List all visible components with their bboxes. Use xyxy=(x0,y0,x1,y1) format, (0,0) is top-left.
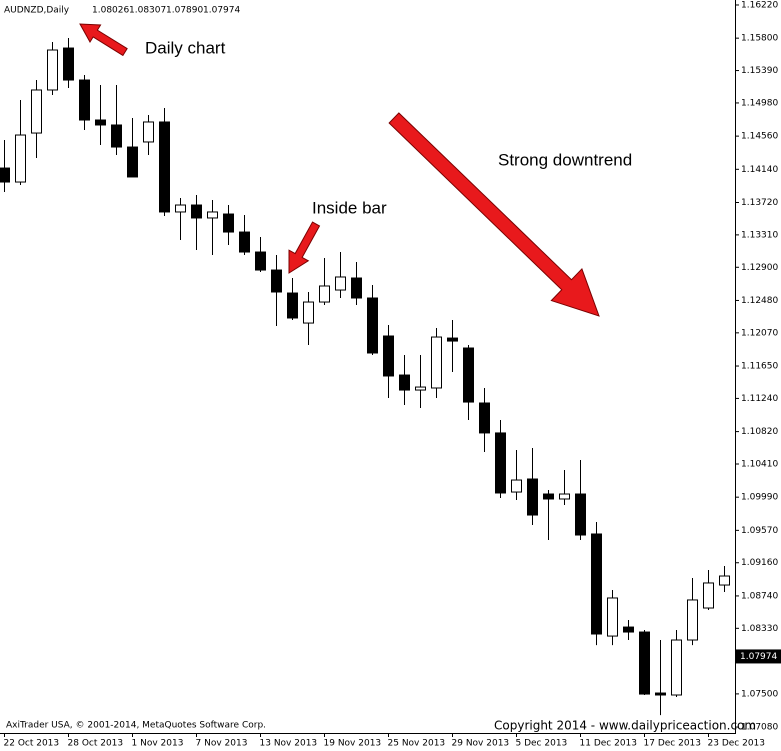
bearish-body xyxy=(495,432,506,494)
arrow xyxy=(388,112,600,317)
y-tick-label: 1.14560 xyxy=(741,132,778,142)
bullish-body xyxy=(687,599,698,641)
header-value: 1.07890 xyxy=(166,6,203,16)
y-tick-label: 1.12900 xyxy=(741,263,778,273)
bearish-body xyxy=(575,493,586,536)
x-tick-label: 1 Nov 2013 xyxy=(132,739,184,749)
bearish-body xyxy=(287,292,298,319)
bearish-body xyxy=(159,121,170,213)
bullish-body xyxy=(431,336,442,389)
x-tick-label: 28 Oct 2013 xyxy=(68,739,124,749)
price-marker xyxy=(736,649,781,664)
y-tick-label: 1.09160 xyxy=(741,558,778,568)
bearish-body xyxy=(447,337,458,342)
bearish-body xyxy=(623,626,634,633)
price-marker-label: 1.07974 xyxy=(740,652,777,662)
bearish-body xyxy=(191,204,202,219)
y-tick-label: 1.13720 xyxy=(741,198,778,208)
bearish-body xyxy=(255,251,266,271)
x-tick-label: 13 Nov 2013 xyxy=(260,739,318,749)
annotation: Strong downtrend xyxy=(498,150,632,169)
header-value: 1.08026 xyxy=(92,6,129,16)
y-tick-label: 1.10410 xyxy=(741,459,778,469)
y-tick-label: 1.15390 xyxy=(741,66,778,76)
annotation: Daily chart xyxy=(145,38,226,57)
y-tick-label: 1.09570 xyxy=(741,526,778,536)
bearish-body xyxy=(0,167,10,183)
footer-left: AxiTrader USA, © 2001-2014, MetaQuotes S… xyxy=(6,721,266,731)
y-tick-label: 1.16220 xyxy=(741,0,778,10)
y-tick-label: 1.08740 xyxy=(741,591,778,601)
bearish-body xyxy=(351,277,362,299)
bearish-body xyxy=(271,269,282,293)
bearish-body xyxy=(111,124,122,148)
x-tick-label: 23 Dec 2013 xyxy=(708,739,766,749)
x-tick-label: 7 Nov 2013 xyxy=(196,739,248,749)
bullish-body xyxy=(559,493,570,500)
y-tick-label: 1.09990 xyxy=(741,493,778,503)
bullish-body xyxy=(47,49,58,91)
bullish-body xyxy=(719,575,730,586)
y-tick-label: 1.07500 xyxy=(741,689,778,699)
bearish-body xyxy=(639,631,650,695)
bearish-body xyxy=(383,335,394,377)
x-tick-label: 29 Nov 2013 xyxy=(452,739,510,749)
arrow xyxy=(79,23,128,57)
bullish-body xyxy=(415,386,426,391)
x-tick-label: 11 Dec 2013 xyxy=(580,739,638,749)
bullish-body xyxy=(335,276,346,291)
bearish-body xyxy=(655,692,666,696)
x-tick-label: 5 Dec 2013 xyxy=(516,739,568,749)
bearish-body xyxy=(95,119,106,126)
y-tick-label: 1.08330 xyxy=(741,624,778,634)
x-tick-label: 17 Dec 2013 xyxy=(644,739,702,749)
bullish-body xyxy=(31,89,42,134)
bullish-body xyxy=(671,639,682,696)
bearish-body xyxy=(527,478,538,516)
bearish-body xyxy=(591,533,602,635)
symbol: AUDNZD,Daily xyxy=(4,6,70,16)
y-tick-label: 1.12070 xyxy=(741,328,778,338)
bullish-body xyxy=(703,582,714,609)
header-value: 1.07974 xyxy=(203,6,240,16)
bearish-body xyxy=(463,347,474,403)
y-tick-label: 1.11650 xyxy=(741,362,778,372)
bearish-body xyxy=(367,297,378,354)
y-tick-label: 1.11240 xyxy=(741,394,778,404)
bearish-body xyxy=(79,79,90,121)
bearish-body xyxy=(399,374,410,391)
header-value: 1.08307 xyxy=(129,6,166,16)
y-tick-label: 1.07080 xyxy=(741,723,778,733)
annotation: Inside bar xyxy=(312,198,387,217)
bearish-body xyxy=(63,47,74,81)
bearish-body xyxy=(127,146,138,178)
y-tick-label: 1.13310 xyxy=(741,230,778,240)
bullish-body xyxy=(319,285,330,303)
bullish-body xyxy=(303,301,314,324)
bullish-body xyxy=(511,479,522,493)
bearish-body xyxy=(239,231,250,253)
y-tick-label: 1.10820 xyxy=(741,427,778,437)
bullish-body xyxy=(207,211,218,219)
bearish-body xyxy=(479,402,490,434)
footer-right: Copyright 2014 - www.dailypriceaction.co… xyxy=(494,719,756,733)
y-tick-label: 1.12480 xyxy=(741,296,778,306)
y-tick-label: 1.14140 xyxy=(741,165,778,175)
arrow xyxy=(288,221,321,274)
bullish-body xyxy=(143,121,154,143)
bearish-body xyxy=(223,213,234,233)
y-tick-label: 1.15800 xyxy=(741,34,778,44)
x-tick-label: 19 Nov 2013 xyxy=(324,739,382,749)
bearish-body xyxy=(543,493,554,500)
y-tick-label: 1.14980 xyxy=(741,98,778,108)
bullish-body xyxy=(175,204,186,213)
bullish-body xyxy=(607,597,618,637)
bullish-body xyxy=(15,134,26,183)
x-tick-label: 22 Oct 2013 xyxy=(4,739,60,749)
x-tick-label: 25 Nov 2013 xyxy=(388,739,446,749)
